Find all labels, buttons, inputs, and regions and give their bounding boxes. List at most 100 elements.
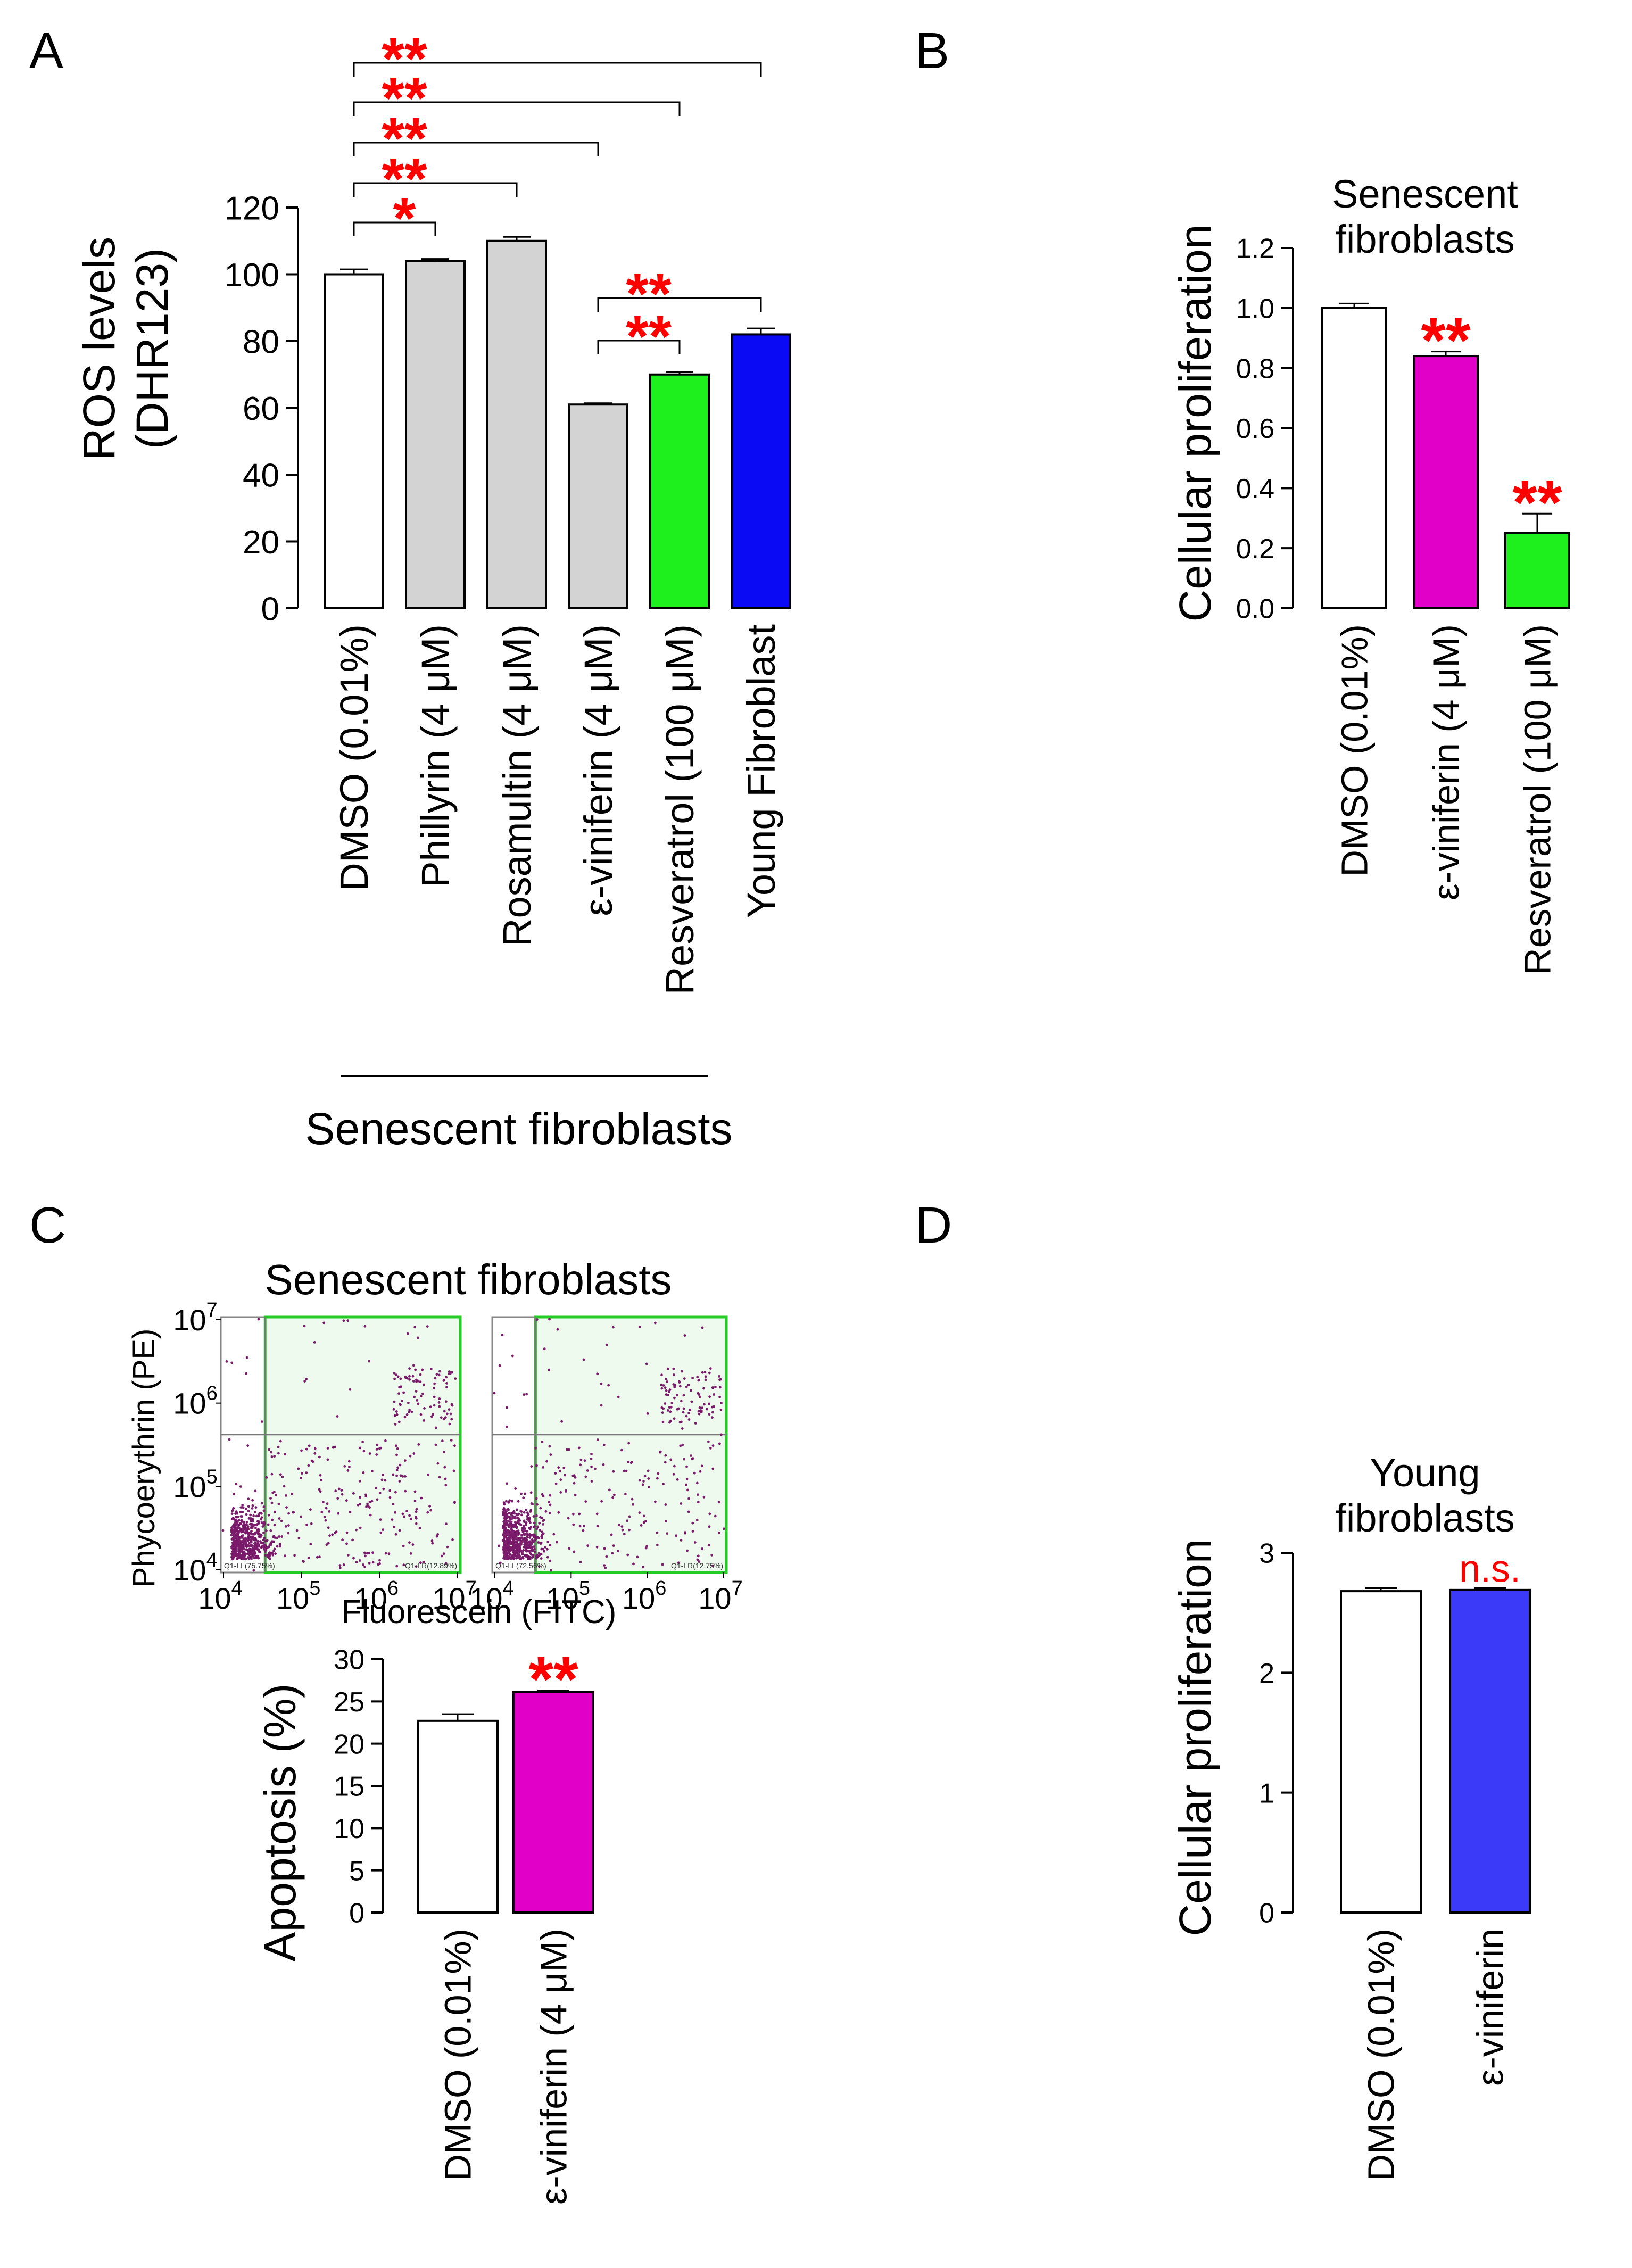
flow-event-dot: [327, 1526, 330, 1529]
flow-event-dot: [245, 1521, 248, 1524]
flow-event-dot: [636, 1555, 639, 1559]
chart-b-category-label: ε-viniferin (4 μM): [1426, 624, 1467, 900]
chart-a-y-tick-label: 80: [243, 324, 279, 360]
flow-event-dot: [241, 1511, 244, 1513]
flow-event-dot: [549, 1544, 552, 1547]
flow-event-dot: [540, 1557, 543, 1560]
flow-event-dot: [258, 1550, 261, 1553]
flow-event-dot: [233, 1540, 236, 1543]
chart-a-comparison-bracket: [353, 142, 599, 156]
flow-event-dot: [503, 1554, 506, 1557]
flow-event-dot: [509, 1520, 512, 1524]
flow-event-dot: [679, 1444, 682, 1447]
flow-event-dot: [238, 1547, 241, 1550]
panel-label-c: C: [29, 1197, 66, 1254]
chart-d-ylabel: Cellular proliferation: [1170, 1538, 1220, 1936]
flow-event-dot: [661, 1411, 664, 1414]
flow-event-dot: [393, 1372, 396, 1375]
flow-event-dot: [426, 1325, 429, 1328]
flow-event-dot: [408, 1514, 411, 1517]
flow-event-dot: [545, 1460, 548, 1463]
flow-event-dot: [322, 1321, 326, 1325]
flow-event-dot: [433, 1387, 436, 1389]
chart-b-y-tick-label: 1.0: [1236, 294, 1274, 325]
flow-event-dot: [284, 1525, 287, 1528]
flow-event-dot: [701, 1406, 703, 1410]
flow-event-dot: [600, 1382, 603, 1385]
flow-event-dot: [371, 1561, 375, 1564]
flow-event-dot: [708, 1402, 710, 1405]
flow-event-dot: [394, 1423, 397, 1426]
chart-a-comparison-bracket: [597, 297, 762, 312]
flow-event-dot: [261, 1545, 264, 1548]
chart-a-category-label: Phillyrin (4 μM): [413, 624, 458, 888]
flow-event-dot: [711, 1386, 714, 1389]
flow-event-dot: [380, 1478, 384, 1481]
flow-event-dot: [640, 1524, 643, 1527]
flow-x-tick-label: 104: [198, 1577, 242, 1615]
chart-a-comparison-label: **: [382, 146, 427, 212]
flow-event-dot: [519, 1524, 523, 1527]
flow-event-dot: [691, 1458, 693, 1461]
flow-event-dot: [681, 1427, 684, 1430]
flow-event-dot: [251, 1499, 254, 1502]
flow-xlabel: Fluorescein (FITC): [342, 1594, 617, 1630]
flow-event-dot: [596, 1525, 599, 1528]
flow-event-dot: [626, 1553, 629, 1557]
flow-event-dot: [521, 1553, 524, 1556]
flow-event-dot: [437, 1401, 441, 1404]
chart-b-ylabel: Cellular proliferation: [1170, 224, 1220, 622]
flow-event-dot: [664, 1503, 667, 1506]
flow-event-dot: [244, 1558, 247, 1561]
flow-event-dot: [338, 1567, 342, 1569]
chart-d-y-tick-label: 3: [1259, 1538, 1274, 1569]
flow-event-dot: [687, 1497, 690, 1500]
flow-event-dot: [393, 1414, 396, 1417]
chart-b-y-tick-label: 0.2: [1236, 534, 1274, 565]
flow-event-dot: [310, 1522, 313, 1525]
flow-event-dot: [574, 1476, 577, 1479]
flow-event-dot: [666, 1409, 669, 1412]
flow-event-dot: [665, 1393, 668, 1396]
flow-event-dot: [502, 1557, 505, 1560]
flow-event-dot: [510, 1525, 513, 1528]
flow-event-dot: [347, 1460, 351, 1463]
flow-event-dot: [406, 1332, 409, 1335]
flow-event-dot: [257, 1557, 260, 1560]
flow-event-dot: [573, 1550, 576, 1553]
flow-event-dot: [225, 1360, 228, 1363]
flow-event-dot: [393, 1377, 396, 1380]
flow-event-dot: [509, 1534, 512, 1537]
flow-event-dot: [297, 1537, 301, 1539]
flow-event-dot: [604, 1566, 607, 1569]
flow-event-dot: [249, 1517, 252, 1520]
flow-event-dot: [394, 1491, 397, 1494]
flow-event-dot: [396, 1447, 399, 1450]
flow-event-dot: [528, 1536, 531, 1539]
flow-event-dot: [556, 1328, 559, 1331]
flow-event-dot: [660, 1373, 663, 1377]
flow-event-dot: [453, 1501, 456, 1504]
chart-b-y-tick-label: 0.6: [1236, 413, 1274, 444]
flow-y-tick-label: 106: [173, 1383, 217, 1420]
flow-event-dot: [535, 1497, 538, 1500]
flow-event-dot: [645, 1362, 648, 1365]
flow-x-tick-label: 105: [276, 1577, 320, 1615]
flow-event-dot: [670, 1402, 674, 1404]
flow-event-dot: [257, 1528, 260, 1531]
flow-event-dot: [675, 1534, 678, 1537]
flow-event-dot: [430, 1415, 433, 1418]
flow-event-dot: [505, 1523, 508, 1526]
flow-event-dot: [405, 1413, 409, 1416]
flow-event-dot: [549, 1559, 552, 1562]
flow-event-dot: [720, 1402, 723, 1404]
flow-event-dot: [507, 1501, 510, 1504]
flow-event-dot: [503, 1542, 506, 1545]
chart-c-ylabel: Apoptosis (%): [255, 1684, 305, 1962]
flow-event-dot: [685, 1414, 688, 1418]
flow-event-dot: [644, 1520, 647, 1522]
flow-event-dot: [419, 1373, 422, 1376]
flow-event-dot: [521, 1550, 524, 1553]
flow-event-dot: [414, 1516, 417, 1518]
flow-event-dot: [272, 1550, 275, 1553]
